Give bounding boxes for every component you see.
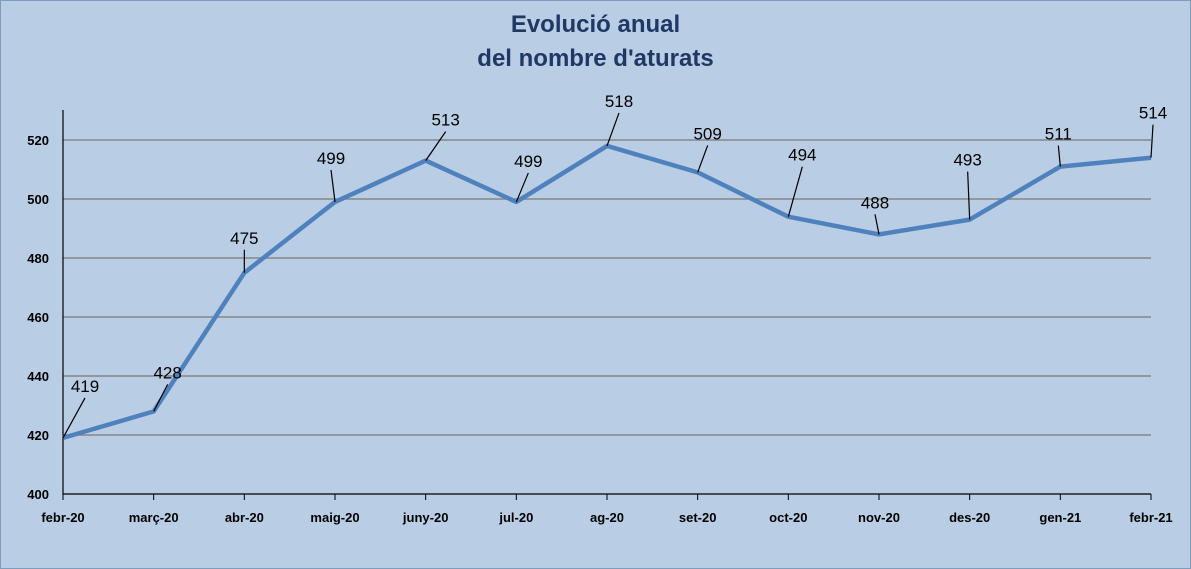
x-tick-label: febr-21 xyxy=(1129,510,1172,525)
data-label: 419 xyxy=(71,377,99,396)
data-label: 428 xyxy=(153,363,181,382)
data-label-leader xyxy=(62,397,86,439)
x-tick-label: nov-20 xyxy=(858,510,900,525)
x-tick-label: maig-20 xyxy=(310,510,359,525)
data-label: 518 xyxy=(605,92,633,111)
data-label-leader xyxy=(697,145,709,173)
x-tick-label: març-20 xyxy=(129,510,179,525)
y-tick-label: 420 xyxy=(27,428,49,443)
data-label: 494 xyxy=(788,146,816,165)
x-tick-label: set-20 xyxy=(679,510,717,525)
x-tick-label: gen-21 xyxy=(1039,510,1081,525)
data-label: 499 xyxy=(514,152,542,171)
x-tick-label: ag-20 xyxy=(590,510,624,525)
chart-title-line-1: Evolució anual xyxy=(510,11,681,38)
x-tick-label: oct-20 xyxy=(769,510,807,525)
chart-title-line-2: del nombre d'aturats xyxy=(477,45,714,72)
data-label-leader xyxy=(425,131,447,161)
y-tick-label: 520 xyxy=(27,133,49,148)
data-label-leader xyxy=(515,172,529,203)
x-tick-label: des-20 xyxy=(949,510,990,525)
data-label: 493 xyxy=(953,151,981,170)
y-tick-label: 500 xyxy=(27,192,49,207)
chart-title: Evolució anual del nombre d'aturats xyxy=(0,8,1191,76)
x-tick-label: abr-20 xyxy=(225,510,264,525)
data-label-leader xyxy=(153,384,169,412)
data-label-leader xyxy=(330,169,336,203)
y-tick-label: 460 xyxy=(27,310,49,325)
y-tick-label: 480 xyxy=(27,251,49,266)
x-tick-label: juny-20 xyxy=(402,510,449,525)
data-label-leader xyxy=(1057,145,1061,167)
data-label-leader xyxy=(1150,124,1154,158)
x-tick-label: jul-20 xyxy=(498,510,533,525)
data-label-leader xyxy=(606,112,620,147)
data-label-leader xyxy=(874,214,880,235)
y-tick-label: 440 xyxy=(27,369,49,384)
data-label: 488 xyxy=(861,193,889,212)
data-label: 511 xyxy=(1045,125,1072,144)
data-label-leader xyxy=(787,166,803,217)
data-label: 514 xyxy=(1139,104,1167,123)
y-tick-label: 400 xyxy=(27,487,49,502)
data-label: 509 xyxy=(693,124,721,143)
data-label: 499 xyxy=(317,149,345,168)
x-tick-label: febr-20 xyxy=(41,510,84,525)
series-line xyxy=(62,143,1152,441)
data-label-leader xyxy=(967,171,971,220)
data-label: 475 xyxy=(230,229,258,248)
data-label: 513 xyxy=(431,111,459,130)
